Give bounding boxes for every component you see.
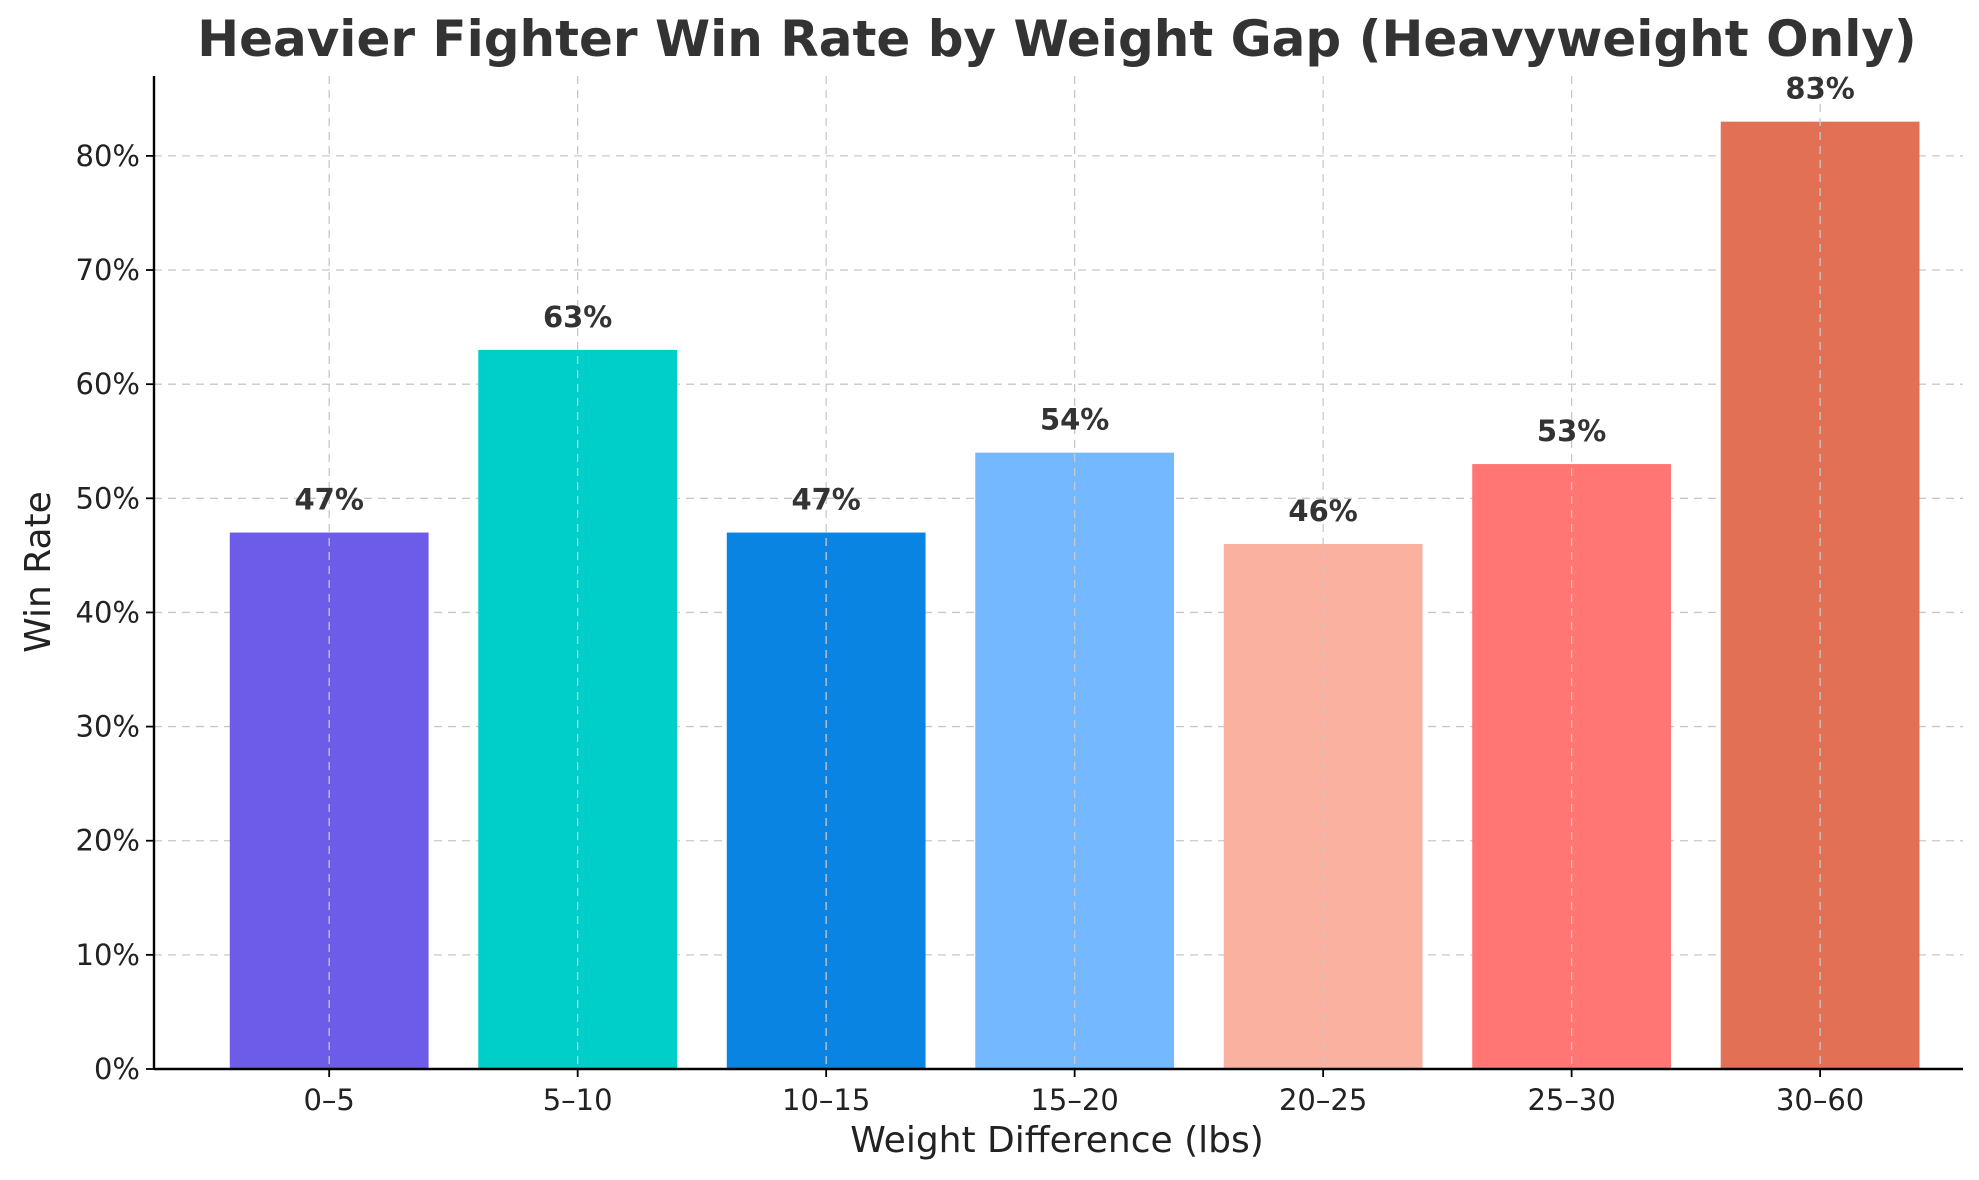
y-tick-label: 60% (76, 367, 140, 401)
data-label: 63% (543, 300, 612, 334)
y-tick-label: 10% (76, 938, 140, 972)
data-label: 53% (1537, 414, 1606, 448)
chart-title: Heavier Fighter Win Rate by Weight Gap (… (197, 10, 1917, 68)
bars (229, 121, 1920, 1070)
x-tick-label: 30–60 (1776, 1083, 1864, 1117)
data-label: 47% (791, 483, 860, 517)
x-tick-label: 0–5 (303, 1083, 354, 1117)
x-ticks: 0–5 5–10 10–15 15–20 20–25 25–30 30–60 (303, 1069, 1864, 1117)
x-tick-label: 15–20 (1030, 1083, 1118, 1117)
x-tick-label: 25–30 (1527, 1083, 1615, 1117)
y-tick-label: 30% (76, 710, 140, 744)
x-tick-label: 5–10 (543, 1083, 613, 1117)
y-tick-label: 80% (76, 139, 140, 173)
y-ticks: 0% 10% 20% 30% 40% 50% 60% 70% 80% (76, 139, 154, 1086)
y-tick-label: 70% (76, 253, 140, 287)
data-labels: 47% 63% 47% 54% 46% 53% 83% (294, 72, 1854, 528)
vertical-gridlines (328, 76, 1821, 1069)
y-tick-label: 50% (76, 481, 140, 515)
axes (152, 76, 1963, 1071)
data-label: 54% (1040, 403, 1109, 437)
y-tick-label: 40% (76, 595, 140, 629)
x-tick-label: 20–25 (1279, 1083, 1367, 1117)
x-tick-label: 10–15 (782, 1083, 870, 1117)
data-label: 46% (1288, 494, 1357, 528)
data-label: 83% (1785, 72, 1854, 106)
y-tick-label: 0% (94, 1052, 140, 1086)
y-axis-label: Win Rate (18, 491, 59, 653)
y-tick-label: 20% (76, 824, 140, 858)
x-axis-label: Weight Difference (lbs) (850, 1120, 1264, 1161)
data-label: 47% (294, 483, 363, 517)
